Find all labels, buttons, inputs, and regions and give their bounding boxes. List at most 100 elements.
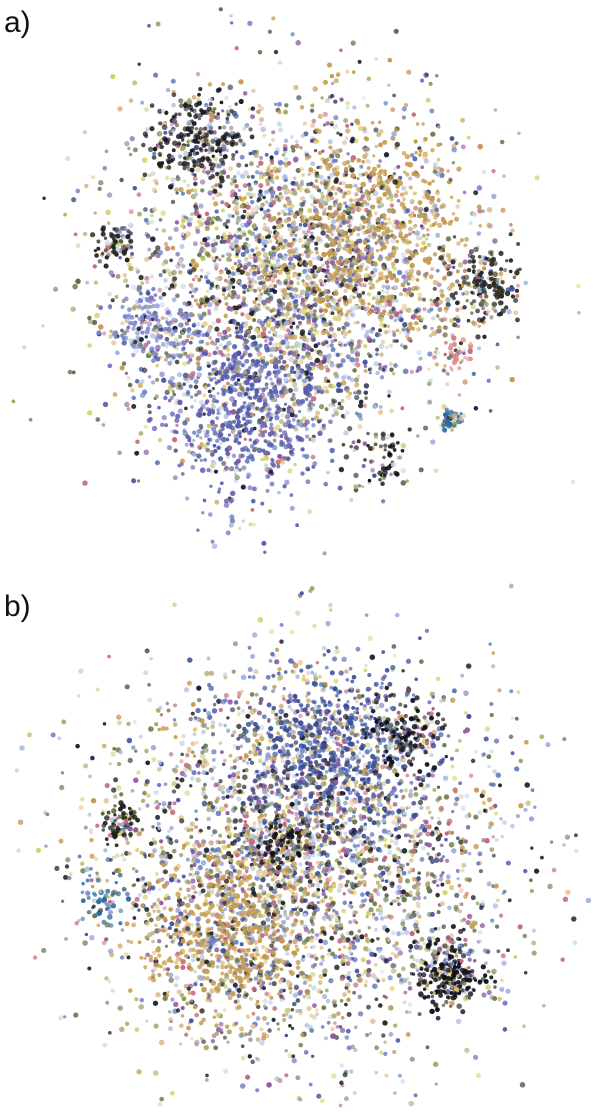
scatter-point: [164, 285, 169, 290]
scatter-point: [386, 217, 391, 221]
scatter-point: [383, 152, 390, 158]
scatter-point: [498, 271, 504, 277]
scatter-point: [159, 422, 165, 427]
scatter-point: [372, 983, 378, 989]
scatter-point: [390, 107, 396, 113]
scatter-point: [425, 227, 430, 232]
scatter-point: [248, 366, 252, 370]
scatter-point: [259, 106, 265, 112]
scatter-point: [486, 283, 493, 290]
scatter-plot-a: [11, 7, 581, 556]
scatter-point: [241, 465, 247, 471]
scatter-point: [222, 136, 227, 141]
scatter-point: [145, 280, 150, 285]
scatter-point: [291, 392, 296, 397]
scatter-point: [415, 278, 420, 282]
scatter-point: [196, 322, 201, 327]
scatter-point: [283, 444, 289, 450]
scatter-point: [420, 78, 425, 83]
scatter-point: [269, 309, 274, 313]
scatter-point: [456, 324, 461, 329]
scatter-point: [225, 269, 232, 275]
scatter-point: [132, 185, 138, 191]
scatter-point: [460, 117, 465, 123]
scatter-point: [347, 330, 352, 334]
scatter-point: [350, 173, 356, 179]
scatter-point: [185, 389, 191, 395]
scatter-point: [318, 174, 324, 180]
scatter-point: [242, 264, 248, 271]
scatter-point: [124, 371, 129, 376]
scatter-point: [339, 132, 343, 137]
scatter-point: [315, 139, 320, 144]
scatter-point: [459, 411, 463, 416]
scatter-point: [392, 944, 396, 948]
scatter-point: [314, 274, 318, 278]
scatter-point: [358, 207, 363, 212]
scatter-point: [349, 377, 355, 383]
scatter-point: [409, 1056, 415, 1062]
scatter-point: [178, 270, 183, 275]
scatter-point: [271, 130, 276, 135]
scatter-point: [438, 255, 444, 261]
scatter-point: [146, 321, 153, 327]
scatter-point: [355, 350, 361, 356]
scatter-point: [284, 336, 289, 342]
scatter-point: [193, 298, 198, 303]
scatter-point: [230, 294, 236, 300]
scatter-point: [314, 127, 320, 133]
scatter-point: [230, 265, 235, 271]
scatter-point: [126, 407, 131, 411]
scatter-point: [450, 259, 456, 265]
scatter-point: [330, 232, 335, 237]
scatter-point: [206, 328, 212, 334]
scatter-point: [345, 283, 350, 288]
scatter-point: [177, 258, 183, 264]
scatter-point: [300, 201, 306, 207]
scatter-point: [344, 258, 349, 263]
scatter-point: [342, 140, 348, 146]
scatter-point: [278, 127, 284, 133]
scatter-point: [213, 448, 218, 454]
scatter-point: [392, 234, 397, 240]
scatter-point: [273, 330, 278, 335]
scatter-point: [160, 316, 165, 320]
scatter-point: [356, 176, 360, 181]
scatter-point: [265, 335, 269, 339]
scatter-point: [495, 277, 500, 282]
scatter-point: [170, 429, 174, 434]
scatter-point: [234, 474, 240, 481]
scatter-point: [216, 112, 220, 116]
scatter-point: [482, 169, 487, 175]
scatter-point: [461, 279, 467, 285]
scatter-point: [309, 108, 315, 113]
scatter-point: [252, 360, 258, 366]
scatter-point: [300, 133, 305, 139]
scatter-point: [184, 1032, 189, 1037]
scatter-point: [371, 304, 375, 309]
scatter-point: [335, 218, 340, 223]
scatter-point: [238, 328, 244, 334]
scatter-point: [206, 216, 212, 222]
scatter-point: [453, 291, 458, 296]
scatter-point: [217, 432, 224, 438]
scatter-point: [196, 412, 203, 418]
scatter-point: [137, 304, 142, 308]
scatter-point: [188, 282, 194, 288]
scatter-point: [244, 458, 250, 464]
scatter-point: [121, 336, 126, 341]
scatter-point: [348, 341, 355, 348]
scatter-point: [263, 959, 268, 965]
scatter-point: [193, 173, 197, 177]
scatter-point: [422, 219, 427, 224]
scatter-point: [102, 401, 109, 408]
scatter-point: [231, 247, 235, 251]
scatter-point: [346, 269, 352, 275]
scatter-point: [342, 161, 348, 167]
scatter-point: [260, 203, 264, 208]
scatter-point: [208, 336, 213, 340]
scatter-point: [323, 288, 329, 294]
scatter-point: [165, 175, 170, 180]
scatter-point: [345, 128, 351, 134]
scatter-point: [290, 135, 294, 139]
